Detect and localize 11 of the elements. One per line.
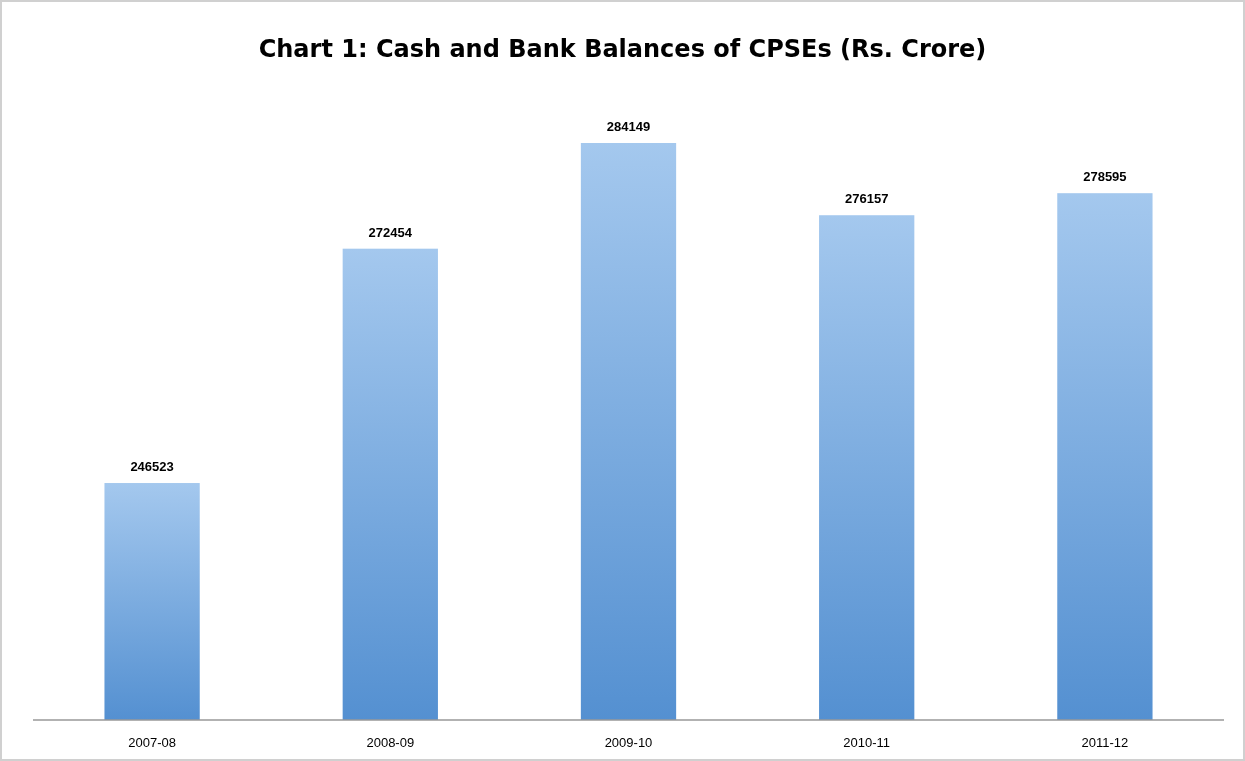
- data-label: 284149: [606, 119, 651, 134]
- x-tick-label: 2011-12: [1081, 735, 1129, 750]
- x-tick-label: 2010-11: [843, 735, 891, 750]
- x-tick-label: 2009-10: [604, 735, 653, 750]
- data-label: 272454: [368, 224, 413, 240]
- data-label: 246523: [130, 459, 174, 475]
- data-label: 278595: [1083, 169, 1127, 185]
- data-label: 276157: [845, 191, 889, 207]
- x-tick-label: 2008-09: [366, 735, 415, 750]
- x-tick-label: 2007-08: [128, 735, 176, 750]
- chart-title: Chart 1: Cash and Bank Balances of CPSEs (Rs. Crore): [258, 35, 987, 63]
